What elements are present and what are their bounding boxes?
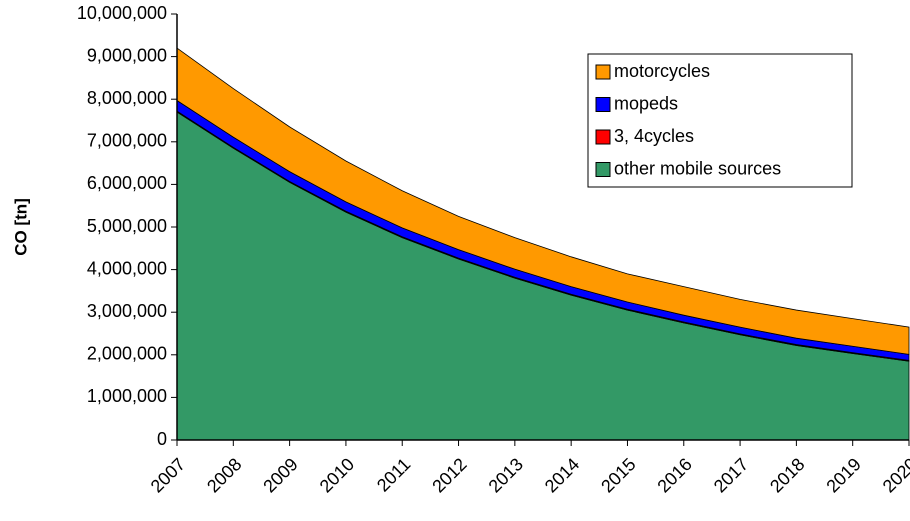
legend-swatch xyxy=(595,64,611,80)
area xyxy=(176,47,910,355)
x-tick-label: 2011 xyxy=(373,454,415,496)
y-tick-label: 10,000,000 xyxy=(77,3,167,23)
y-tick-label: 1,000,000 xyxy=(87,386,167,406)
x-tick-label: 2009 xyxy=(259,454,301,496)
y-tick-label: 6,000,000 xyxy=(87,173,167,193)
x-tick-label: 2017 xyxy=(710,454,752,496)
y-tick-label: 9,000,000 xyxy=(87,45,167,65)
x-tick-label: 2008 xyxy=(203,454,245,496)
y-tick-label: 3,000,000 xyxy=(87,301,167,321)
y-tick-label: 5,000,000 xyxy=(87,216,167,236)
x-tick-label: 2014 xyxy=(541,454,583,496)
legend-label: mopeds xyxy=(614,93,678,113)
x-tick-label: 2015 xyxy=(597,454,639,496)
legend-label: other mobile sources xyxy=(614,158,781,178)
x-tick-label: 2012 xyxy=(428,454,470,496)
y-tick-label: 2,000,000 xyxy=(87,344,167,364)
y-tick-label: 7,000,000 xyxy=(87,131,167,151)
x-tick-label: 2007 xyxy=(147,454,189,496)
x-tick-label: 2016 xyxy=(653,454,695,496)
y-tick-label: 8,000,000 xyxy=(87,88,167,108)
y-axis-label: CO [tn] xyxy=(11,198,30,256)
x-tick-label: 2019 xyxy=(822,454,864,496)
legend-box xyxy=(587,53,853,188)
legend-swatch xyxy=(595,97,611,112)
legend-label: motorcycles xyxy=(614,61,710,81)
legend-swatch xyxy=(595,162,611,177)
y-tick-label: 4,000,000 xyxy=(87,258,167,278)
legend-label: 3, 4cycles xyxy=(614,126,694,146)
x-tick-label: 2020 xyxy=(879,454,910,496)
x-tick-label: 2010 xyxy=(316,454,358,496)
x-tick-label: 2013 xyxy=(485,454,527,496)
x-tick-label: 2018 xyxy=(766,454,808,496)
legend-swatch xyxy=(595,129,611,145)
y-tick-label: 0 xyxy=(157,429,167,449)
